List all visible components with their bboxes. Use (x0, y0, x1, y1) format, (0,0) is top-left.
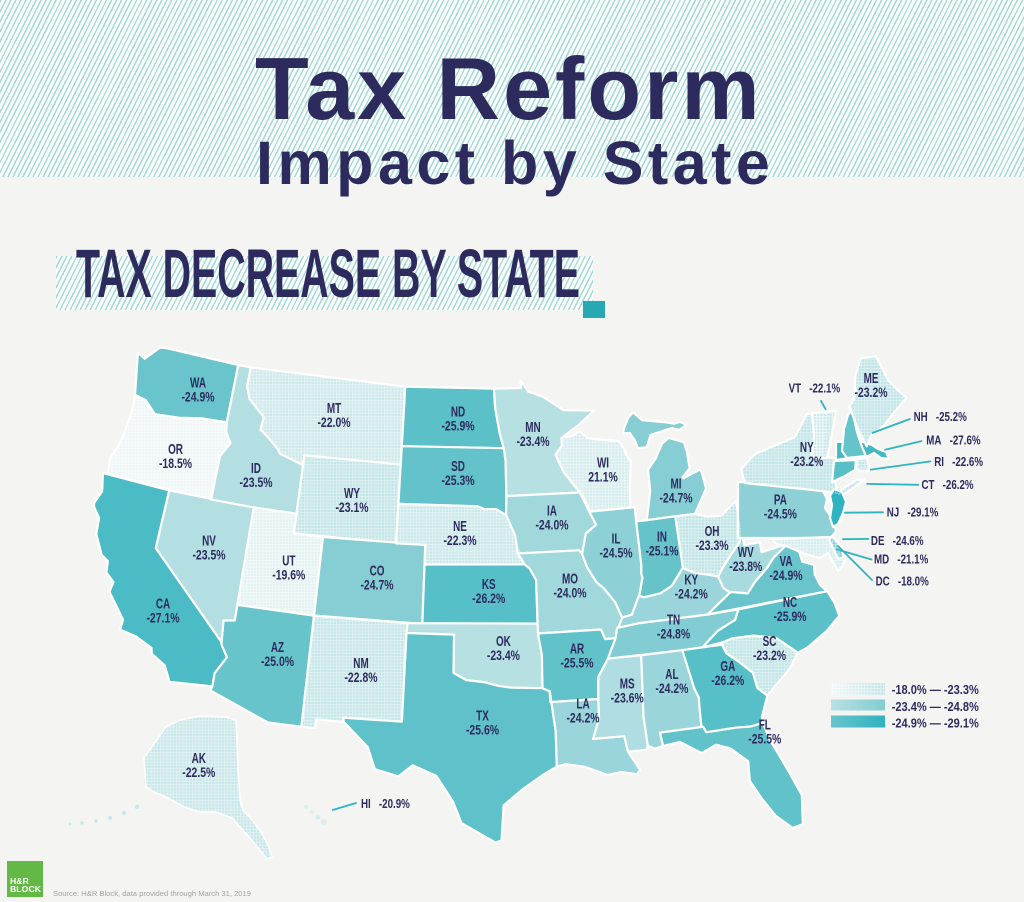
svg-text:UT: UT (282, 553, 296, 569)
svg-text:-23.5%: -23.5% (192, 547, 225, 563)
svg-text:OK: OK (496, 633, 511, 649)
svg-text:AL: AL (665, 666, 679, 682)
svg-text:NH -25.2%: NH -25.2% (914, 410, 968, 425)
svg-text:-25.5%: -25.5% (560, 655, 593, 671)
svg-text:AZ: AZ (271, 639, 285, 655)
svg-text:21.1%: 21.1% (588, 469, 618, 485)
svg-text:-22.8%: -22.8% (344, 670, 377, 686)
svg-text:WI: WI (597, 455, 609, 471)
svg-text:-24.2%: -24.2% (655, 681, 688, 697)
svg-text:KS: KS (482, 576, 496, 592)
svg-text:NE: NE (453, 518, 467, 534)
svg-text:DE -24.6%: DE -24.6% (871, 534, 924, 549)
svg-text:-22.3%: -22.3% (443, 533, 476, 549)
svg-text:TX: TX (476, 708, 489, 724)
svg-text:-18.0% — -23.3%: -18.0% — -23.3% (892, 682, 979, 697)
svg-text:-27.1%: -27.1% (146, 610, 179, 626)
svg-text:MO: MO (562, 571, 578, 587)
svg-text:CA: CA (156, 596, 170, 612)
svg-text:-24.5%: -24.5% (764, 506, 797, 522)
svg-text:-26.2%: -26.2% (711, 673, 744, 689)
svg-text:CO: CO (370, 562, 385, 578)
svg-text:SD: SD (451, 458, 465, 474)
svg-text:-25.9%: -25.9% (441, 418, 474, 434)
svg-text:AR: AR (570, 641, 584, 657)
svg-text:MD -21.1%: MD -21.1% (874, 552, 929, 567)
svg-text:-24.0%: -24.0% (535, 517, 568, 533)
svg-text:-24.8%: -24.8% (657, 626, 690, 642)
svg-text:-26.2%: -26.2% (472, 591, 505, 607)
svg-text:-23.5%: -23.5% (239, 475, 272, 491)
svg-text:-23.3%: -23.3% (695, 538, 728, 554)
svg-text:MN: MN (525, 419, 540, 435)
svg-text:-23.2%: -23.2% (790, 454, 823, 470)
svg-text:SC: SC (763, 633, 777, 649)
svg-text:-24.9%: -24.9% (769, 568, 802, 584)
svg-text:OH: OH (705, 523, 720, 539)
svg-text:-22.5%: -22.5% (182, 765, 215, 781)
svg-text:NM: NM (353, 655, 368, 671)
svg-text:-25.3%: -25.3% (441, 473, 474, 489)
svg-text:HI -20.9%: HI -20.9% (361, 797, 410, 812)
svg-text:NY: NY (800, 439, 814, 455)
svg-text:WV: WV (738, 544, 755, 560)
svg-text:-23.8%: -23.8% (729, 559, 762, 575)
svg-text:-25.9%: -25.9% (773, 609, 806, 625)
svg-text:MT: MT (327, 400, 342, 416)
svg-text:CT -26.2%: CT -26.2% (922, 478, 975, 493)
svg-text:-23.2%: -23.2% (753, 648, 786, 664)
svg-text:ME: ME (864, 370, 879, 386)
svg-text:NJ -29.1%: NJ -29.1% (887, 505, 939, 520)
svg-text:-22.0%: -22.0% (317, 415, 350, 431)
svg-text:VT -22.1%: VT -22.1% (789, 381, 841, 396)
svg-text:AK: AK (192, 750, 206, 766)
svg-text:-19.6%: -19.6% (272, 567, 305, 583)
svg-text:OR: OR (168, 441, 183, 457)
svg-text:MA -27.6%: MA -27.6% (926, 433, 981, 448)
svg-text:RI -22.6%: RI -22.6% (934, 454, 983, 469)
svg-text:-24.2%: -24.2% (675, 586, 708, 602)
svg-text:-25.1%: -25.1% (645, 543, 678, 559)
svg-text:MS: MS (620, 676, 635, 692)
svg-text:-24.7%: -24.7% (659, 490, 692, 506)
svg-text:WY: WY (344, 485, 361, 501)
svg-text:-25.6%: -25.6% (466, 722, 499, 738)
svg-text:-24.0%: -24.0% (553, 585, 586, 601)
svg-text:NC: NC (783, 594, 797, 610)
svg-text:VA: VA (779, 553, 792, 569)
svg-text:IL: IL (612, 531, 621, 547)
svg-text:ND: ND (451, 404, 465, 420)
svg-text:FL: FL (759, 717, 771, 733)
svg-text:-23.1%: -23.1% (335, 500, 368, 516)
svg-text:LA: LA (576, 696, 589, 712)
svg-text:-23.4%: -23.4% (487, 648, 520, 664)
svg-text:ID: ID (251, 460, 261, 476)
svg-text:-23.4%: -23.4% (516, 434, 549, 450)
svg-text:DC -18.0%: DC -18.0% (876, 574, 930, 589)
svg-text:-24.7%: -24.7% (360, 577, 393, 593)
svg-text:KY: KY (684, 572, 698, 588)
svg-text:-23.6%: -23.6% (611, 690, 644, 706)
svg-text:GA: GA (720, 658, 735, 674)
svg-text:-18.5%: -18.5% (159, 456, 192, 472)
svg-text:WA: WA (190, 375, 206, 391)
svg-text:-24.9% — -29.1%: -24.9% — -29.1% (892, 716, 979, 731)
svg-text:PA: PA (774, 492, 787, 508)
svg-text:-24.2%: -24.2% (566, 710, 599, 726)
svg-text:TN: TN (667, 612, 680, 628)
svg-text:-23.2%: -23.2% (854, 385, 887, 401)
svg-text:-25.0%: -25.0% (261, 654, 294, 670)
svg-text:IA: IA (547, 503, 557, 519)
svg-text:-23.4% — -24.8%: -23.4% — -24.8% (892, 699, 979, 714)
svg-text:-25.5%: -25.5% (748, 731, 781, 747)
svg-text:-24.5%: -24.5% (599, 545, 632, 561)
svg-text:-24.9%: -24.9% (181, 389, 214, 405)
svg-text:MI: MI (670, 476, 681, 492)
svg-text:IN: IN (657, 529, 667, 545)
svg-text:NV: NV (202, 533, 216, 549)
